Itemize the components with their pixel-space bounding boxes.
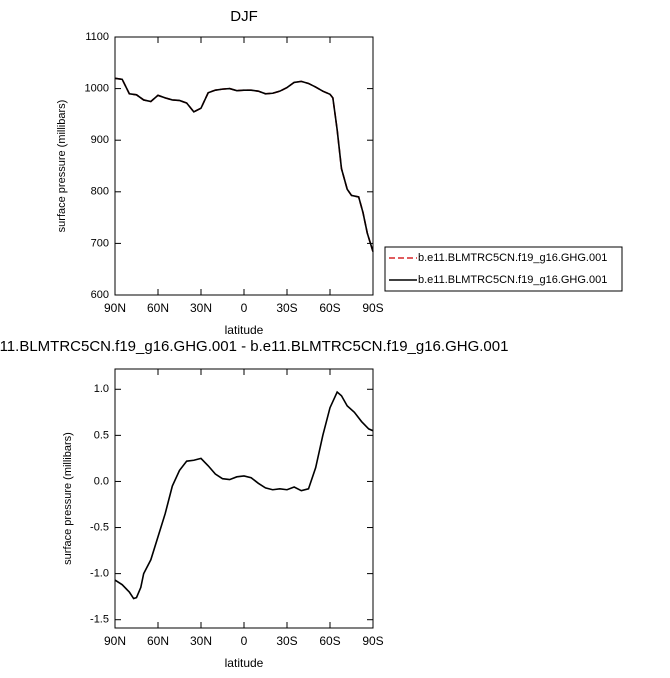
y-tick-label: 900 (91, 134, 109, 146)
data-line (114, 390, 374, 600)
x-tick-label: 30N (190, 301, 212, 315)
plot-frame (114, 368, 374, 629)
x-tick-label: 90N (104, 301, 126, 315)
x-tick-label: 60S (319, 301, 340, 315)
legend-box (384, 246, 623, 292)
x-tick-label: 30N (190, 634, 212, 648)
y-tick-label: 600 (91, 289, 109, 301)
x-tick-label: 30S (276, 634, 297, 648)
y-tick-label: 0.5 (94, 429, 109, 441)
x-tick-label: 0 (241, 301, 248, 315)
legend-label: b.e11.BLMTRC5CN.f19_g16.GHG.001 (418, 252, 607, 264)
y-tick-label: -1.0 (90, 568, 109, 580)
legend-label: b.e11.BLMTRC5CN.f19_g16.GHG.001 (418, 274, 607, 286)
y-tick-label: 700 (91, 237, 109, 249)
x-tick-label: 0 (241, 634, 248, 648)
plot-frame (114, 36, 374, 296)
x-tick-label: 30S (276, 301, 297, 315)
y-tick-label: 0.0 (94, 475, 109, 487)
y-tick-label: -0.5 (90, 521, 109, 533)
x-tick-label: 60S (319, 634, 340, 648)
y-tick-label: 1100 (85, 31, 109, 43)
x-axis-label: latitude (225, 656, 264, 670)
x-tick-label: 60N (147, 301, 169, 315)
x-axis-label: latitude (225, 323, 264, 337)
chart-title: DJF (230, 8, 258, 25)
y-axis-label: surface pressure (millibars) (56, 100, 68, 233)
y-tick-label: 1.0 (94, 383, 109, 395)
x-tick-label: 90N (104, 634, 126, 648)
y-tick-label: 800 (91, 186, 109, 198)
data-line (114, 77, 374, 252)
y-tick-label: -1.5 (90, 614, 109, 626)
y-tick-label: 1000 (85, 83, 109, 95)
x-tick-label: 90S (362, 634, 383, 648)
x-tick-label: 90S (362, 301, 383, 315)
x-tick-label: 60N (147, 634, 169, 648)
y-axis-label: surface pressure (millibars) (62, 432, 74, 565)
chart-title: 11.BLMTRC5CN.f19_g16.GHG.001 - b.e11.BLM… (0, 338, 508, 355)
